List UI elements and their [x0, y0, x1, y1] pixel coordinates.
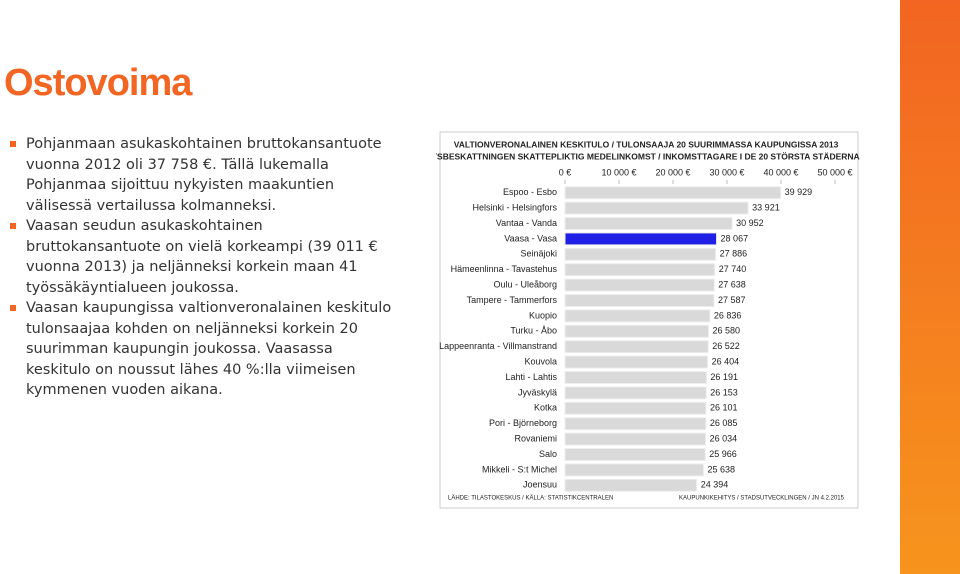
category-label: Rovaniemi: [514, 433, 557, 443]
chart: VALTIONVERONALAINEN KESKITULO / TULONSAA…: [436, 131, 862, 509]
category-label: Helsinki - Helsingfors: [472, 202, 557, 212]
x-tick-label: 20 000 €: [655, 167, 690, 177]
value-label: 26 580: [713, 326, 741, 336]
value-label: 27 740: [719, 264, 747, 274]
category-label: Turku - Åbo: [510, 326, 557, 336]
category-label: Vantaa - Vanda: [496, 218, 557, 228]
credit: KAUPUNKIKEHITYS / STADSUTVECKLINGEN / JN…: [679, 496, 845, 502]
category-label: Hämeenlinna - Tavastehus: [451, 264, 558, 274]
value-label: 30 952: [736, 218, 764, 228]
value-label: 33 921: [752, 202, 780, 212]
category-label: Tampere - Tammerfors: [467, 295, 558, 305]
bullet: Vaasan seudun asukaskohtainen bruttokans…: [10, 216, 395, 298]
bullet-list: Pohjanmaan asukaskohtainen bruttokansant…: [10, 134, 395, 401]
category-label: Kotka: [534, 403, 557, 413]
x-tick-label: 0 €: [559, 167, 572, 177]
category-label: Pori - Björneborg: [489, 418, 557, 428]
bar: [564, 263, 716, 277]
category-label: Lahti - Lahtis: [505, 372, 557, 382]
category-label: Oulu - Uleåborg: [493, 279, 557, 289]
value-label: 24 394: [701, 480, 729, 490]
chart-title: VALTIONVERONALAINEN KESKITULO / TULONSAA…: [454, 139, 839, 149]
category-label: Kouvola: [524, 356, 557, 366]
slide-title: Ostovoima: [4, 62, 192, 104]
value-label: 26 836: [714, 310, 742, 320]
value-label: 26 101: [710, 403, 738, 413]
bar: [564, 386, 707, 400]
value-label: 27 638: [718, 279, 746, 289]
value-label: 27 587: [718, 295, 746, 305]
bar: [564, 309, 711, 323]
value-label: 26 085: [710, 418, 738, 428]
bar: [564, 232, 718, 246]
value-label: 25 638: [707, 464, 735, 474]
x-tick-label: 40 000 €: [763, 167, 798, 177]
bar: [564, 355, 709, 369]
value-label: 39 929: [785, 187, 813, 197]
bar: [564, 371, 707, 384]
category-label: Mikkeli - S:t Michel: [482, 464, 557, 474]
value-label: 27 886: [720, 249, 748, 259]
bar: [564, 340, 709, 354]
category-label: Espoo - Esbo: [503, 187, 557, 197]
bar: [564, 463, 704, 477]
bar: [564, 324, 710, 338]
bar: [564, 186, 782, 200]
category-label: Kuopio: [529, 310, 557, 320]
bar: [564, 278, 715, 292]
bullet: Vaasan kaupungissa valtionveronalainen k…: [10, 298, 395, 401]
bar: [564, 448, 706, 461]
bar: [564, 417, 707, 431]
x-tick-label: 10 000 €: [601, 167, 636, 177]
bar: [564, 217, 733, 230]
chart-subtitle: I STATSBESKATTNINGEN SKATTEPLIKTIG MEDEL…: [436, 151, 862, 161]
bar: [564, 247, 717, 261]
category-label: Vaasa - Vasa: [504, 233, 557, 243]
category-label: Jyväskylä: [518, 387, 557, 397]
source: LÄHDE: TILASTOKESKUS / KÄLLA: STATISTIKC…: [448, 495, 613, 502]
value-label: 26 404: [712, 356, 740, 366]
value-label: 26 034: [710, 433, 738, 443]
value-label: 26 191: [710, 372, 738, 382]
x-tick-label: 50 000 €: [817, 167, 852, 177]
category-label: Salo: [539, 449, 557, 459]
category-label: Joensuu: [523, 480, 557, 490]
bar: [564, 401, 707, 415]
bullet: Pohjanmaan asukaskohtainen bruttokansant…: [10, 134, 395, 216]
bar: [564, 478, 698, 492]
value-label: 25 966: [709, 449, 737, 459]
accent-stripe: [900, 0, 960, 574]
value-label: 26 522: [712, 341, 740, 351]
x-tick-label: 30 000 €: [709, 167, 744, 177]
bar: [564, 432, 707, 446]
category-label: Lappeenranta - Villmanstrand: [439, 341, 557, 351]
category-label: Seinäjoki: [520, 249, 557, 259]
bar: [564, 201, 749, 215]
value-label: 26 153: [710, 387, 738, 397]
value-label: 28 067: [721, 233, 749, 243]
bar: [564, 294, 715, 307]
